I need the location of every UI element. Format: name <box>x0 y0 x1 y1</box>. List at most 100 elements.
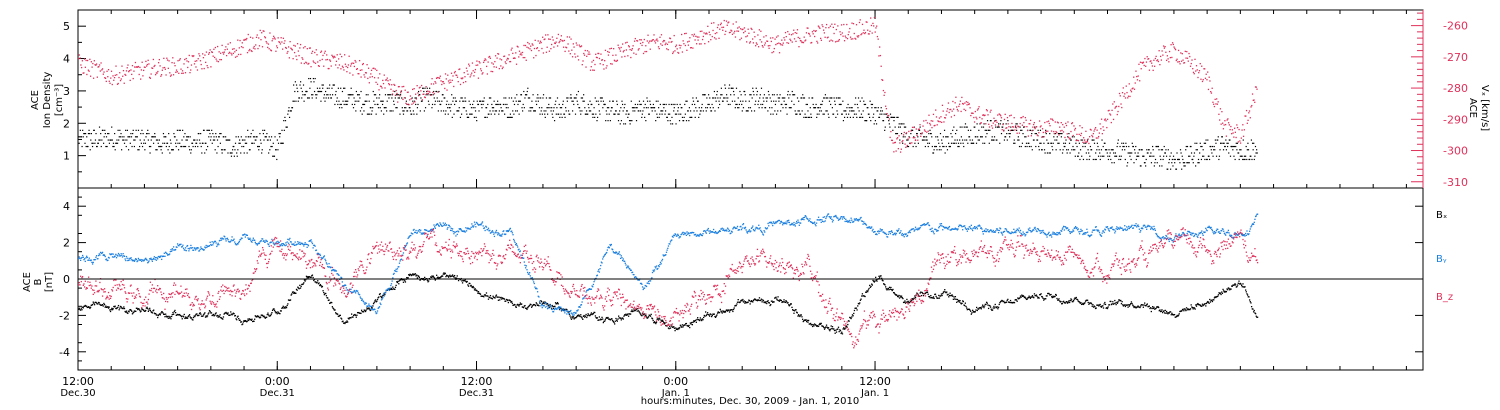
b-bx-point <box>451 275 453 277</box>
vx-point <box>677 51 679 54</box>
density-point <box>664 113 666 115</box>
density-point <box>723 97 725 99</box>
b-bx-point <box>388 288 390 290</box>
density-point <box>125 145 127 148</box>
vx-point <box>587 53 589 55</box>
density-point <box>108 132 110 135</box>
density-point <box>506 103 508 106</box>
b-bx-point <box>358 312 361 314</box>
b-bx-point <box>708 315 711 317</box>
vx-point <box>222 53 225 55</box>
density-point <box>505 107 507 109</box>
density-point <box>1007 120 1009 122</box>
vx-point <box>876 25 878 27</box>
vx-point <box>480 70 483 72</box>
vx-point <box>634 37 636 40</box>
vx-point <box>1177 61 1179 63</box>
b-bx-point <box>831 327 833 330</box>
density-point <box>448 103 450 106</box>
density-point <box>370 107 372 109</box>
density-point <box>184 145 187 148</box>
vx-point <box>757 34 759 36</box>
vx-point <box>614 60 616 62</box>
b-bx-point <box>556 301 559 304</box>
density-point <box>643 107 645 109</box>
b-bx-point <box>525 307 527 310</box>
b-bx-point <box>281 307 284 309</box>
density-point <box>341 90 344 93</box>
b-bx-point <box>636 310 638 312</box>
density-point <box>675 123 677 125</box>
vx-point <box>815 30 817 32</box>
vx-point <box>1180 52 1182 54</box>
density-point <box>709 97 711 99</box>
density-point <box>949 145 951 148</box>
b-bx-point <box>689 322 692 324</box>
b-bx-point <box>497 296 499 298</box>
b-bx-point <box>355 316 357 318</box>
vx-point <box>456 76 459 78</box>
density-point <box>981 136 983 138</box>
vx-point <box>219 52 222 54</box>
density-point <box>233 145 235 148</box>
density-point <box>1174 158 1176 161</box>
vx-point <box>1153 59 1155 61</box>
density-point <box>852 110 854 112</box>
density-point <box>999 123 1001 125</box>
density-point <box>98 139 100 141</box>
vx-point <box>988 123 990 125</box>
vx-point <box>388 84 391 86</box>
density-point <box>628 120 631 122</box>
vx-point <box>363 74 365 76</box>
density-point <box>559 107 561 109</box>
b-bx-point <box>648 314 650 316</box>
b-bx-point <box>786 301 788 303</box>
vx-point <box>568 50 570 52</box>
b-bx-point <box>710 313 712 316</box>
density-point <box>806 116 808 118</box>
b-bx-point <box>687 325 690 328</box>
vx-point <box>746 35 749 37</box>
vx-point <box>1195 70 1197 72</box>
b-bx-point <box>711 314 713 317</box>
vx-point <box>506 57 509 60</box>
b-bx-point <box>534 304 536 306</box>
density-point <box>360 90 362 93</box>
vx-point <box>462 81 465 84</box>
vx-point <box>347 64 350 66</box>
vx-point <box>905 146 907 149</box>
b-bx-point <box>538 305 540 307</box>
density-point <box>284 116 286 118</box>
vx-point <box>657 40 659 42</box>
density-point <box>784 97 786 99</box>
density-point <box>1021 142 1024 144</box>
vx-point <box>661 44 663 46</box>
vx-point <box>890 139 893 141</box>
vx-point <box>237 39 239 41</box>
vx-point <box>405 102 407 104</box>
vx-point <box>896 138 898 140</box>
bottom-tick-label: 0 <box>63 273 70 286</box>
vx-point <box>575 42 577 44</box>
density-point <box>474 110 477 112</box>
vx-point <box>1127 95 1130 97</box>
vx-point <box>158 58 160 61</box>
density-point <box>1195 149 1197 151</box>
vx-point <box>715 38 717 40</box>
b-bx-point <box>113 306 116 308</box>
b-bx-point <box>760 299 762 302</box>
vx-point <box>952 100 954 103</box>
density-point <box>1005 123 1007 125</box>
vx-point <box>257 47 259 50</box>
density-point <box>605 110 607 112</box>
b-bx-point <box>574 317 577 319</box>
vx-point <box>429 91 431 93</box>
density-point <box>190 149 192 151</box>
vx-point <box>897 147 900 150</box>
vx-point <box>876 35 879 38</box>
b-bx-point <box>731 309 733 311</box>
b-bx-point <box>297 286 299 288</box>
vx-point <box>83 58 86 60</box>
density-point <box>1030 145 1032 148</box>
density-point <box>1044 152 1046 154</box>
